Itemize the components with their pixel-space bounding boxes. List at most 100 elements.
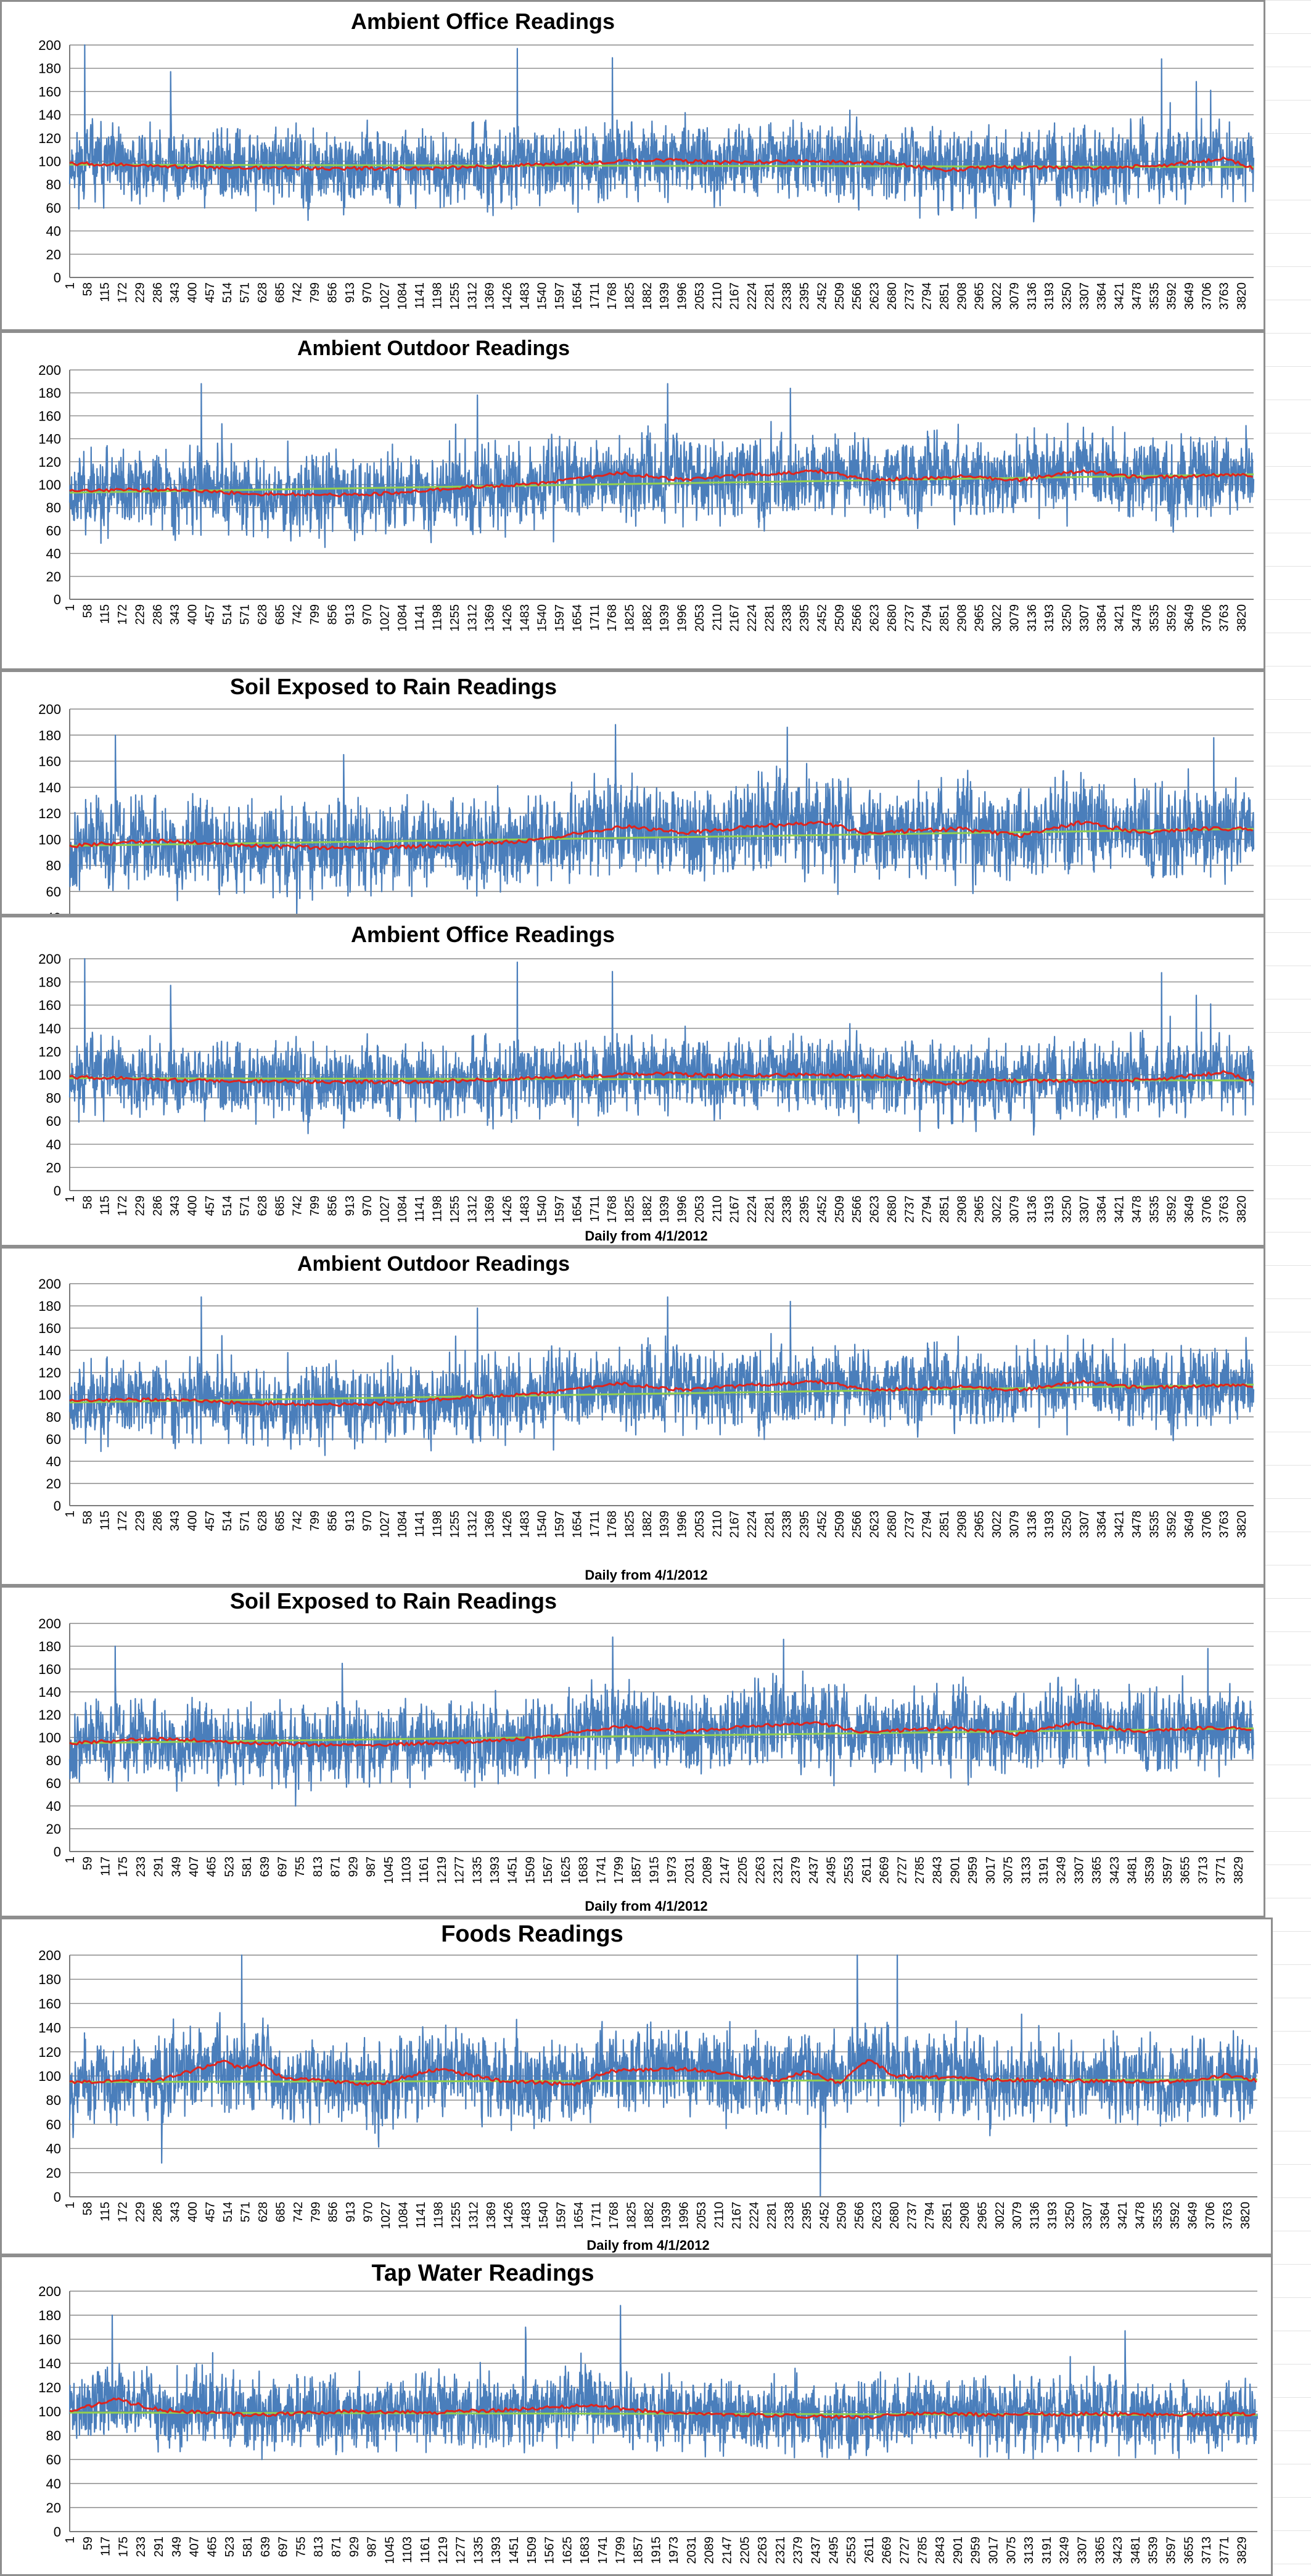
x-tick-label: 172 bbox=[116, 1511, 129, 1531]
moving-average-line bbox=[69, 1070, 1254, 1086]
x-tick-label: 2110 bbox=[710, 282, 724, 309]
x-tick-label: 2031 bbox=[685, 2537, 699, 2564]
x-tick-label: 1996 bbox=[676, 282, 689, 310]
x-tick-label: 2908 bbox=[955, 1196, 969, 1223]
x-tick-label: 2321 bbox=[774, 2537, 787, 2564]
x-tick-label: 2338 bbox=[781, 1196, 794, 1223]
x-tick-label: 115 bbox=[99, 604, 112, 624]
x-tick-label: 3535 bbox=[1148, 604, 1161, 632]
chart-panel[interactable]: Soil Exposed to Rain Readings 40 60 80 100 12… bbox=[0, 670, 1265, 916]
trend-line bbox=[69, 1727, 1254, 1744]
chart-panel[interactable]: Soil Exposed to Rain Readings 0 20 40 60 80 10… bbox=[0, 1586, 1265, 1918]
x-tick-label: 1567 bbox=[543, 2537, 557, 2564]
x-tick-label: 2794 bbox=[923, 2202, 937, 2229]
chart-title: Ambient Outdoor Readings bbox=[297, 1252, 570, 1276]
x-tick-label: 3649 bbox=[1183, 1511, 1196, 1538]
x-tick-label: 2205 bbox=[738, 2537, 752, 2564]
y-tick-label: 60 bbox=[46, 1776, 61, 1791]
chart-panel[interactable]: Ambient Office Readings 0 20 40 60 80 100 120 14… bbox=[0, 916, 1265, 1247]
y-tick-label: 180 bbox=[38, 2308, 61, 2323]
x-tick-label: 2785 bbox=[913, 1856, 927, 1884]
x-tick-label: 1198 bbox=[431, 282, 445, 309]
y-tick-label: 20 bbox=[46, 1476, 61, 1491]
x-tick-label: 1426 bbox=[501, 604, 514, 632]
x-tick-label: 1451 bbox=[508, 2537, 521, 2564]
x-tick-label: 1683 bbox=[577, 1856, 591, 1884]
x-tick-label: 3193 bbox=[1046, 2202, 1059, 2229]
y-tick-label: 80 bbox=[46, 2093, 61, 2108]
x-tick-label: 2053 bbox=[693, 282, 707, 310]
y-tick-label: 80 bbox=[46, 1753, 61, 1768]
x-tick-label: 1799 bbox=[612, 1856, 626, 1884]
x-tick-label: 2965 bbox=[973, 604, 987, 632]
x-tick-label: 514 bbox=[221, 604, 234, 625]
x-tick-label: 1509 bbox=[525, 2537, 539, 2564]
x-tick-label: 3022 bbox=[990, 1511, 1004, 1538]
x-tick-label: 3478 bbox=[1133, 2202, 1147, 2229]
x-tick-label: 2321 bbox=[771, 1856, 785, 1884]
x-tick-label: 970 bbox=[361, 282, 374, 303]
x-tick-label: 3307 bbox=[1072, 1856, 1086, 1884]
x-tick-label: 1741 bbox=[594, 1856, 608, 1884]
x-tick-label: 1483 bbox=[518, 1511, 532, 1538]
x-tick-label: 2843 bbox=[934, 2537, 947, 2564]
chart-panel[interactable]: Ambient Office Readings 0 20 40 60 80 100 120 14… bbox=[0, 0, 1265, 331]
x-tick-label: 2089 bbox=[701, 1856, 715, 1884]
x-tick-label: 970 bbox=[361, 604, 374, 625]
chart-panel[interactable]: Ambient Outdoor Readings 0 20 40 60 80 100 120 1… bbox=[0, 1247, 1265, 1586]
x-tick-label: 2379 bbox=[792, 2537, 805, 2564]
y-tick-label: 140 bbox=[38, 1021, 61, 1036]
x-tick-label: 2901 bbox=[948, 1856, 962, 1884]
x-tick-label: 639 bbox=[258, 1856, 272, 1877]
y-tick-label: 200 bbox=[38, 1276, 61, 1292]
x-tick-label: 3079 bbox=[1008, 1511, 1021, 1538]
y-tick-label: 60 bbox=[46, 2452, 61, 2467]
chart-title: Soil Exposed to Rain Readings bbox=[230, 1588, 557, 1614]
x-tick-label: 3017 bbox=[984, 1856, 998, 1884]
x-tick-label: 1973 bbox=[667, 2537, 681, 2564]
chart-panel[interactable]: Tap Water Readings 0 20 40 60 80 100 120 140 160 1… bbox=[0, 2255, 1273, 2576]
y-tick-label: 60 bbox=[46, 200, 61, 216]
y-tick-label: 120 bbox=[38, 2380, 61, 2395]
x-tick-label: 2224 bbox=[746, 604, 759, 632]
x-tick-label: 1973 bbox=[665, 1856, 679, 1884]
x-tick-label: 628 bbox=[257, 2202, 270, 2222]
y-tick-label: 100 bbox=[38, 154, 61, 170]
x-tick-label: 1625 bbox=[559, 1856, 573, 1884]
y-tick-label: 100 bbox=[38, 477, 61, 493]
x-tick-label: 3478 bbox=[1130, 282, 1144, 310]
chart-panel[interactable]: Foods Readings 0 20 40 60 80 100 120 140 160 180 20… bbox=[0, 1918, 1273, 2255]
x-tick-label: 3250 bbox=[1061, 282, 1074, 310]
x-tick-label: 1084 bbox=[396, 1511, 409, 1538]
x-tick-label: 628 bbox=[256, 604, 269, 625]
x-tick-label: 3136 bbox=[1025, 1196, 1039, 1223]
x-tick-label: 1161 bbox=[419, 2537, 432, 2563]
y-tick-label: 140 bbox=[38, 1343, 61, 1358]
x-tick-label: 3763 bbox=[1222, 2202, 1235, 2229]
x-tick-label: 685 bbox=[274, 2202, 287, 2222]
y-tick-label: 40 bbox=[46, 1454, 61, 1469]
x-tick-label: 2737 bbox=[903, 282, 916, 310]
x-tick-label: 2167 bbox=[728, 604, 742, 632]
y-tick-label: 160 bbox=[38, 1662, 61, 1677]
x-tick-label: 2110 bbox=[710, 1196, 724, 1222]
x-tick-label: 1 bbox=[64, 1196, 77, 1202]
x-tick-label: 1996 bbox=[678, 2202, 691, 2229]
x-tick-label: 2167 bbox=[728, 1196, 742, 1223]
x-tick-label: 1567 bbox=[541, 1856, 555, 1884]
x-tick-label: 2053 bbox=[693, 1196, 707, 1223]
x-tick-label: 1369 bbox=[483, 1511, 497, 1538]
x-tick-label: 233 bbox=[134, 1856, 148, 1877]
x-tick-label: 3307 bbox=[1075, 2537, 1089, 2564]
x-tick-label: 1451 bbox=[506, 1856, 520, 1884]
x-tick-label: 2737 bbox=[903, 1511, 916, 1538]
chart-panel[interactable]: Ambient Outdoor Readings 0 20 40 60 80 100 120 1… bbox=[0, 331, 1265, 670]
x-axis-title: Daily from 4/1/2012 bbox=[585, 1228, 707, 1244]
x-tick-label: 175 bbox=[117, 2537, 130, 2557]
y-tick-label: 120 bbox=[38, 131, 61, 146]
x-tick-label: 2785 bbox=[916, 2537, 929, 2564]
x-tick-label: 1768 bbox=[607, 2202, 621, 2229]
x-tick-label: 343 bbox=[169, 2202, 183, 2222]
x-tick-label: 1198 bbox=[431, 1511, 445, 1537]
y-tick-label: 200 bbox=[38, 951, 61, 967]
